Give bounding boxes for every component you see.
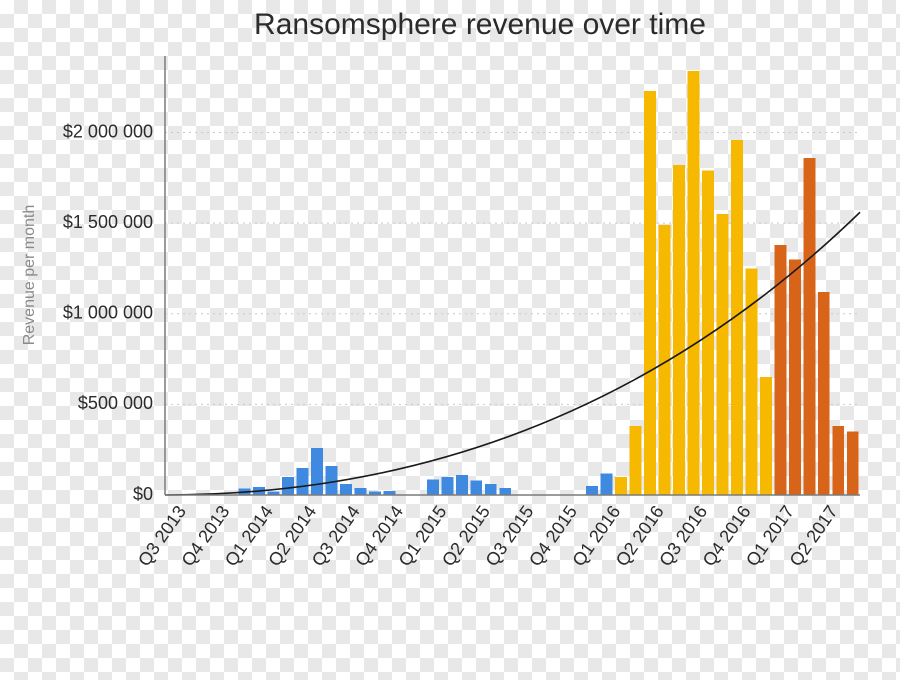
y-tick-labels: $0 $500 000 $1 000 000 $1 500 000 $2 000 000 [63,121,153,504]
bars-group [239,71,859,495]
bar [644,91,656,495]
y-axis-label: Revenue per month [21,205,38,346]
revenue-chart: Ransomsphere revenue over time Revenue p… [0,0,900,680]
y-tick-label: $1 500 000 [63,212,153,232]
bar [282,477,294,495]
bar [311,448,323,495]
bar [803,158,815,495]
bar [630,426,642,495]
bar [441,477,453,495]
chart-stage: Ransomsphere revenue over time Revenue p… [0,0,900,680]
y-tick-label: $0 [133,484,153,504]
y-tick-label: $500 000 [78,393,153,413]
bar [688,71,700,495]
bar [355,488,367,495]
bar [326,466,338,495]
bar [601,473,613,495]
bar [470,481,482,496]
bar [485,484,497,495]
bar [297,468,309,495]
bar [832,426,844,495]
bar [717,214,729,495]
y-tick-label: $2 000 000 [63,121,153,141]
bar [847,432,859,495]
bar [673,165,685,495]
bar [427,480,439,495]
bar [456,475,468,495]
bar [615,477,627,495]
bar [340,484,352,495]
y-tick-label: $1 000 000 [63,303,153,323]
bar [499,488,511,495]
bar [789,259,801,495]
bar [760,377,772,495]
chart-title: Ransomsphere revenue over time [254,8,706,41]
bar [586,486,598,495]
bar [818,292,830,495]
x-tick-labels: Q3 2013Q4 2013Q1 2014Q2 2014Q3 2014Q4 20… [134,502,842,570]
